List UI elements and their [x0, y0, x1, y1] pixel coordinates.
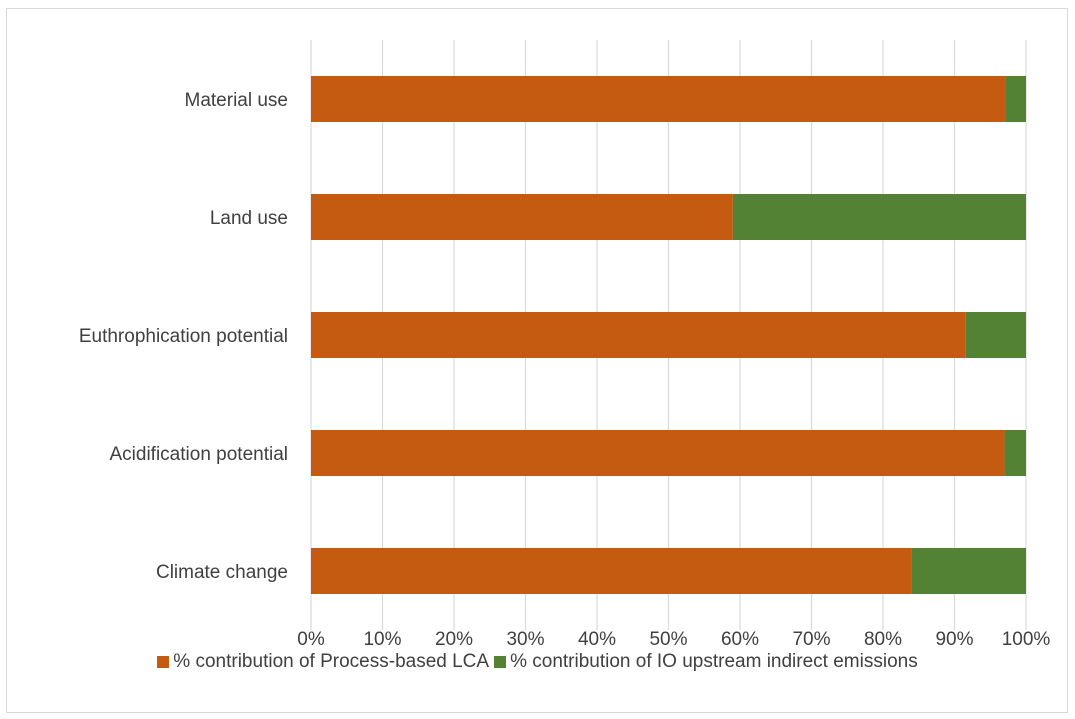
bars: [311, 75, 1026, 595]
x-tick-label: 10%: [363, 629, 401, 650]
category-label: Acidification potential: [110, 444, 289, 465]
category-label: Land use: [210, 208, 288, 229]
x-tick-labels: 0% 10% 20% 30% 40% 50% 60% 70% 80% 90% 100%: [297, 629, 1050, 650]
x-tick-label: 40%: [578, 629, 616, 650]
bar-segment-process-lca: [311, 311, 966, 359]
legend-item-io-upstream: % contribution of IO upstream indirect e…: [494, 651, 918, 673]
legend-label-io-upstream: % contribution of IO upstream indirect e…: [510, 651, 918, 672]
legend-swatch-process-lca: [157, 656, 170, 668]
x-tick-label: 60%: [721, 629, 759, 650]
x-tick-label: 0%: [297, 629, 325, 650]
bar-segment-io-upstream: [911, 547, 1026, 595]
bar-segment-io-upstream: [1005, 75, 1026, 123]
bar-segment-io-upstream: [732, 193, 1026, 241]
legend-swatch-io-upstream: [494, 656, 507, 668]
legend-label-process-lca: % contribution of Process-based LCA: [173, 651, 490, 672]
x-tick-label: 80%: [864, 629, 902, 650]
category-label: Euthrophication potential: [79, 326, 288, 347]
legend-item-process-lca: % contribution of Process-based LCA: [157, 651, 489, 673]
x-tick-label: 30%: [506, 629, 544, 650]
x-tick-label: 50%: [649, 629, 687, 650]
x-tick-label: 20%: [435, 629, 473, 650]
bar-segment-process-lca: [311, 193, 733, 241]
bar-segment-process-lca: [311, 547, 912, 595]
x-tick-label: 90%: [935, 629, 973, 650]
category-labels: Climate change Acidification potential Eut…: [79, 90, 288, 583]
x-tick-label: 100%: [1002, 629, 1051, 650]
legend: % contribution of Process-based LCA % co…: [0, 651, 1075, 674]
bar-segment-io-upstream: [1004, 429, 1026, 477]
category-label: Climate change: [156, 562, 288, 583]
bar-segment-io-upstream: [965, 311, 1026, 359]
category-label: Material use: [185, 90, 289, 111]
x-tick-label: 70%: [792, 629, 830, 650]
chart-frame: [6, 8, 1068, 713]
bar-segment-process-lca: [311, 429, 1005, 477]
bar-segment-process-lca: [311, 75, 1006, 123]
